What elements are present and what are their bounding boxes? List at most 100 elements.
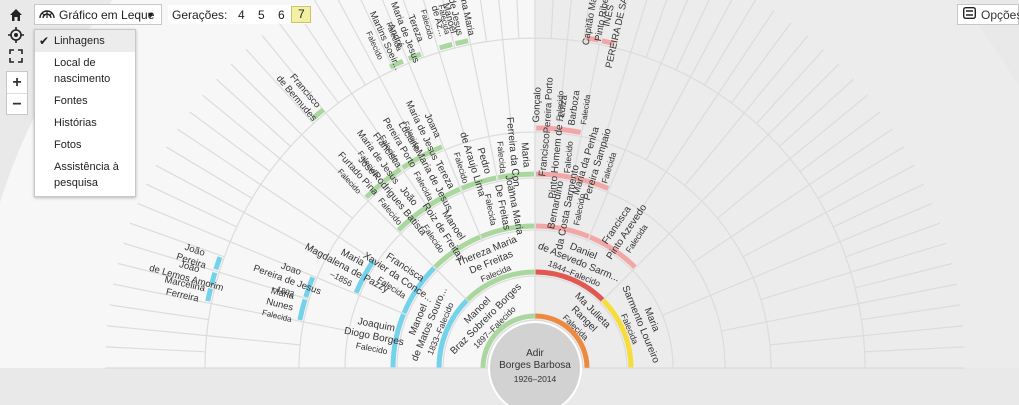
sector-divider <box>206 335 301 346</box>
ring-divider <box>442 275 628 369</box>
sector-divider <box>338 236 378 263</box>
sector-divider <box>461 0 472 45</box>
locate-icon[interactable] <box>6 25 26 45</box>
sector-divider <box>303 321 349 332</box>
lineage-band <box>497 171 535 180</box>
sector-divider <box>630 0 648 53</box>
options-label: Opções <box>981 7 1019 22</box>
generations-label: Gerações: <box>172 7 228 22</box>
lineage-band <box>460 175 497 191</box>
sector-divider <box>107 325 207 337</box>
lineage-band <box>407 51 422 62</box>
sector-divider <box>295 10 353 94</box>
sector-divider <box>229 241 318 279</box>
lineage-band <box>311 107 326 121</box>
sector-divider <box>861 304 961 321</box>
generation-option-5[interactable]: 5 <box>258 7 265 22</box>
sector-divider <box>243 211 328 258</box>
sector-divider <box>117 262 216 289</box>
zoom-in-button[interactable]: + <box>7 72 27 94</box>
sector-divider <box>301 134 369 202</box>
person-name: Pereira Porto <box>542 77 556 133</box>
sector-divider <box>662 294 711 316</box>
sector-divider <box>479 0 488 42</box>
lineage-band <box>209 272 218 286</box>
sector-divider <box>438 52 468 143</box>
sector-divider <box>789 94 868 160</box>
sector-divider <box>599 269 634 304</box>
root-person-circle[interactable] <box>488 321 582 405</box>
sector-divider <box>351 93 405 173</box>
generation-option-6[interactable]: 6 <box>278 7 285 22</box>
sector-divider <box>403 171 430 211</box>
sector-divider <box>721 321 767 332</box>
sector-divider <box>400 233 438 271</box>
lineage-band <box>480 313 535 368</box>
sector-divider <box>632 233 670 271</box>
zoom-out-button[interactable]: − <box>12 95 22 113</box>
options-button[interactable]: Opções <box>957 4 1019 25</box>
sector-divider <box>422 0 440 53</box>
person-name: INÊS <box>601 4 617 28</box>
menu-item-birthplace[interactable]: Local de nascimento <box>54 57 111 85</box>
lineage-band <box>396 205 428 232</box>
sector-divider <box>436 269 471 304</box>
chevron-down-icon: ▼ <box>146 9 155 20</box>
sector-divider <box>742 211 827 258</box>
ring-divider <box>298 131 772 369</box>
sector-divider <box>863 325 963 337</box>
sector-divider <box>359 294 408 316</box>
sector-divider <box>833 183 924 228</box>
home-icon[interactable] <box>6 5 26 25</box>
sector-divider <box>444 149 463 193</box>
sector-divider <box>461 192 483 241</box>
lineage-band <box>535 269 605 302</box>
lineage-band <box>401 266 436 314</box>
lineage-band <box>382 167 403 184</box>
generation-option-4[interactable]: 4 <box>238 7 245 22</box>
sector-divider <box>607 149 626 193</box>
generation-option-7[interactable]: 7 <box>291 6 312 23</box>
sector-divider <box>858 283 957 305</box>
menu-item-lineages[interactable]: ✔ Linhagens <box>35 30 135 52</box>
sector-divider <box>129 222 225 258</box>
sector-divider <box>211 303 304 323</box>
sector-divider <box>580 44 600 137</box>
view-menu: ✔ Linhagens Local de nascimento Fontes H… <box>34 29 136 197</box>
lineage-band <box>353 259 376 294</box>
sector-divider <box>550 0 554 39</box>
lineage-band <box>585 35 599 43</box>
lineage-band <box>601 298 634 368</box>
sector-divider <box>756 48 825 124</box>
sector-divider <box>624 62 662 151</box>
fullscreen-icon[interactable] <box>6 46 26 66</box>
menu-item-research-help[interactable]: Assistência à pesquisa <box>54 161 119 189</box>
sector-divider <box>760 271 851 301</box>
sector-divider <box>189 111 271 172</box>
sector-divider <box>668 200 703 235</box>
chart-type-select[interactable]: Gráfico em Leque ▼ <box>34 4 162 25</box>
zoom-controls: + − <box>6 71 28 115</box>
checkmark-icon: ✔ <box>39 34 50 48</box>
ring-divider <box>344 177 726 369</box>
menu-item-stories[interactable]: Histórias <box>54 117 97 129</box>
sector-divider <box>313 0 366 86</box>
person-dates: Falecido <box>555 90 565 121</box>
sector-divider <box>743 35 809 114</box>
sector-divider <box>381 0 410 64</box>
person-name: Francisco <box>537 132 552 177</box>
person-dates: Falecida <box>579 94 592 126</box>
sector-divider <box>854 262 953 289</box>
sector-divider <box>704 0 757 86</box>
ring-divider <box>486 319 584 369</box>
menu-item-photos[interactable]: Fotos <box>54 139 82 151</box>
sector-divider <box>215 78 291 147</box>
sector-divider <box>864 346 965 353</box>
lineage-band <box>213 256 223 271</box>
sector-divider <box>602 52 632 143</box>
menu-item-sources[interactable]: Fontes <box>54 95 88 107</box>
lineage-band <box>559 126 582 135</box>
